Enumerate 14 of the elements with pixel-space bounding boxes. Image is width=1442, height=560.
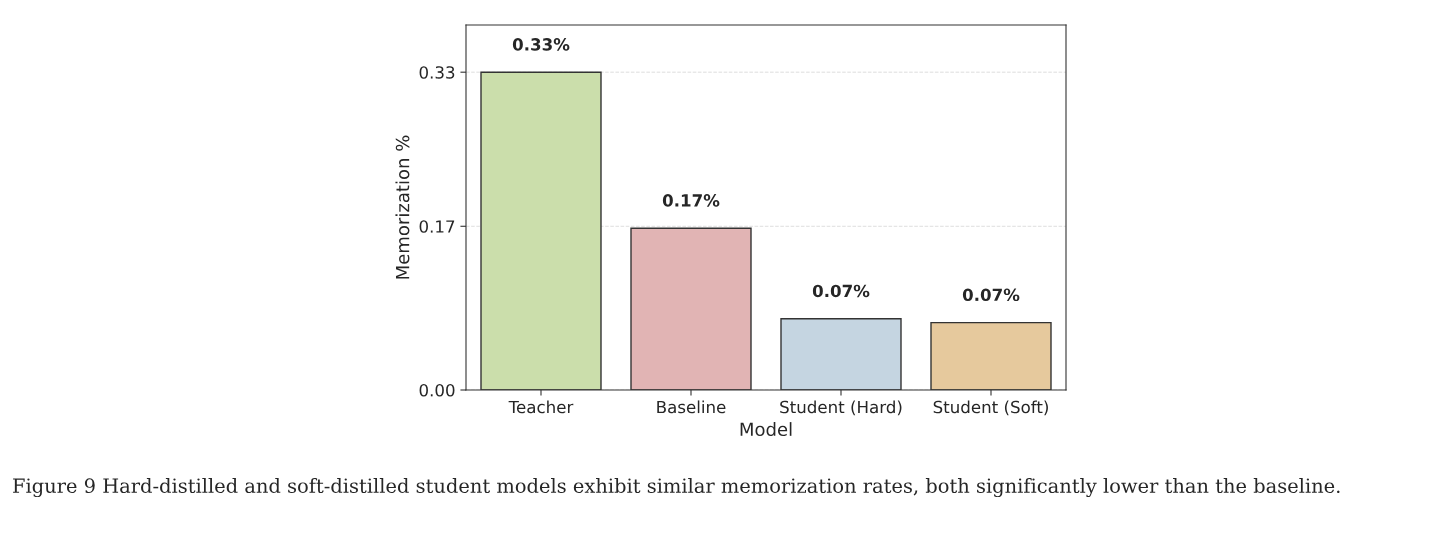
x-tick-label: Student (Hard)	[780, 400, 902, 416]
y-axis-title: Memorization %	[395, 135, 410, 279]
data-label: 0.17%	[662, 194, 720, 207]
y-tick-label: 0.33	[419, 66, 455, 79]
y-tick-label: 0.00	[419, 383, 455, 397]
x-tick-label: Teacher	[508, 400, 574, 414]
x-tick-label: Baseline	[657, 400, 726, 414]
data-label: 0.33%	[512, 38, 570, 51]
data-label: 0.07%	[962, 288, 1020, 302]
y-tick-label: 0.17	[419, 220, 455, 233]
data-label: 0.07%	[812, 284, 870, 298]
x-tick-label: Student (Soft)	[933, 400, 1048, 416]
x-axis-title: Model	[740, 422, 792, 437]
caption: Figure 9 Hard-distilled and soft-distilled student models exhibit similar memorization rates, both significantly lower than the baseline.	[13, 478, 1340, 498]
